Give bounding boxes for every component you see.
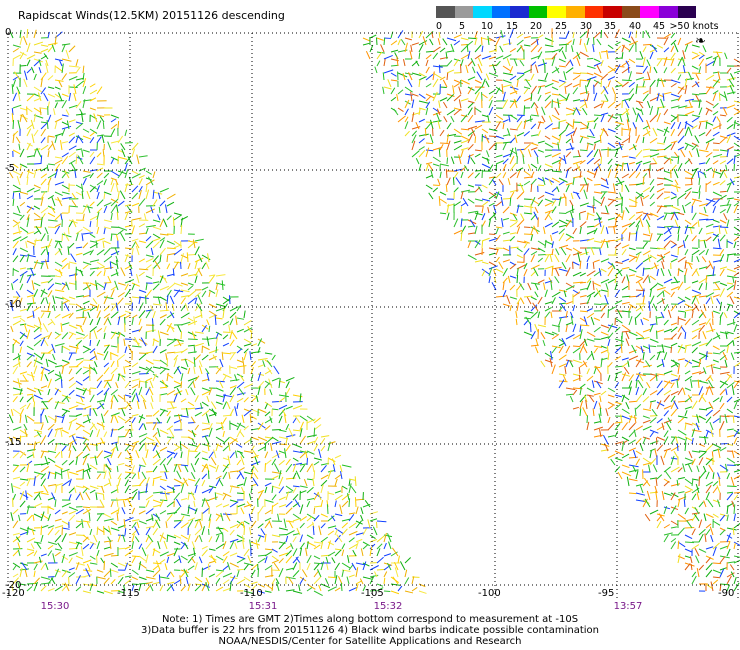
lon-label-110: -110 bbox=[240, 588, 263, 599]
pass-time: 15:32 bbox=[373, 601, 403, 612]
scale-swatch bbox=[491, 6, 511, 18]
scale-label: 20 bbox=[529, 21, 543, 32]
scale-swatch bbox=[528, 6, 548, 18]
scale-label: 15 bbox=[505, 21, 519, 32]
galapagos-islands-outline: ❧ bbox=[695, 34, 706, 49]
lon-label-90: -90 bbox=[718, 588, 735, 599]
scale-swatch bbox=[510, 6, 529, 18]
pass-time: 15:31 bbox=[248, 601, 278, 612]
scale-swatch bbox=[547, 6, 567, 18]
lat-label-15: -15 bbox=[5, 437, 22, 448]
lon-label-105: -105 bbox=[361, 588, 384, 599]
pass-time: 13:57 bbox=[613, 601, 643, 612]
lon-label-115: -115 bbox=[117, 588, 140, 599]
scale-swatch bbox=[621, 6, 641, 18]
lat-lon-grid bbox=[7, 32, 739, 598]
pass-time: 15:30 bbox=[40, 601, 70, 612]
lon-label-100: -100 bbox=[478, 588, 501, 599]
scale-swatch bbox=[566, 6, 585, 18]
color-scale-bar bbox=[436, 6, 697, 18]
scale-label: 40 bbox=[628, 21, 642, 32]
lat-label-5: -5 bbox=[5, 163, 15, 174]
scale-swatch bbox=[454, 6, 474, 18]
lat-label-10: -10 bbox=[5, 299, 22, 310]
scale-label: 35 bbox=[603, 21, 617, 32]
scale-label: >50 knots bbox=[669, 21, 719, 32]
footnotes: Note: 1) Times are GMT 2)Times along bot… bbox=[0, 614, 740, 647]
scale-swatch bbox=[658, 6, 678, 18]
note-line: Note: 1) Times are GMT 2)Times along bot… bbox=[161, 614, 579, 625]
scale-label: 30 bbox=[579, 21, 593, 32]
wind-barb-swaths bbox=[8, 28, 740, 596]
scale-swatch bbox=[473, 6, 492, 18]
note-line: NOAA/NESDIS/Center for Satellite Applica… bbox=[218, 636, 522, 647]
east-swath bbox=[362, 28, 740, 592]
scale-swatch bbox=[603, 6, 622, 18]
scale-swatch bbox=[436, 6, 455, 18]
scale-label: 5 bbox=[458, 21, 466, 32]
scale-swatch bbox=[584, 6, 604, 18]
lon-label-120: -120 bbox=[2, 588, 25, 599]
lat-label-20: -20 bbox=[5, 580, 22, 591]
scale-label: 10 bbox=[480, 21, 494, 32]
scale-label: 0 bbox=[435, 21, 443, 32]
scale-label: 45 bbox=[652, 21, 666, 32]
wind-speed-color-scale: 0 5 10 15 20 25 30 35 40 45 >50 knots bbox=[435, 6, 719, 34]
scale-swatch bbox=[640, 6, 659, 18]
scale-swatch bbox=[677, 6, 697, 18]
scale-label: 25 bbox=[554, 21, 568, 32]
lat-label-0: 0 bbox=[5, 27, 12, 38]
lon-label-95: -95 bbox=[598, 588, 615, 599]
map-title: Rapidscat Winds(12.5KM) 20151126 descend… bbox=[18, 9, 285, 22]
west-swath bbox=[8, 28, 427, 596]
note-line: 3)Data buffer is 22 hrs from 20151126 4)… bbox=[141, 625, 599, 636]
